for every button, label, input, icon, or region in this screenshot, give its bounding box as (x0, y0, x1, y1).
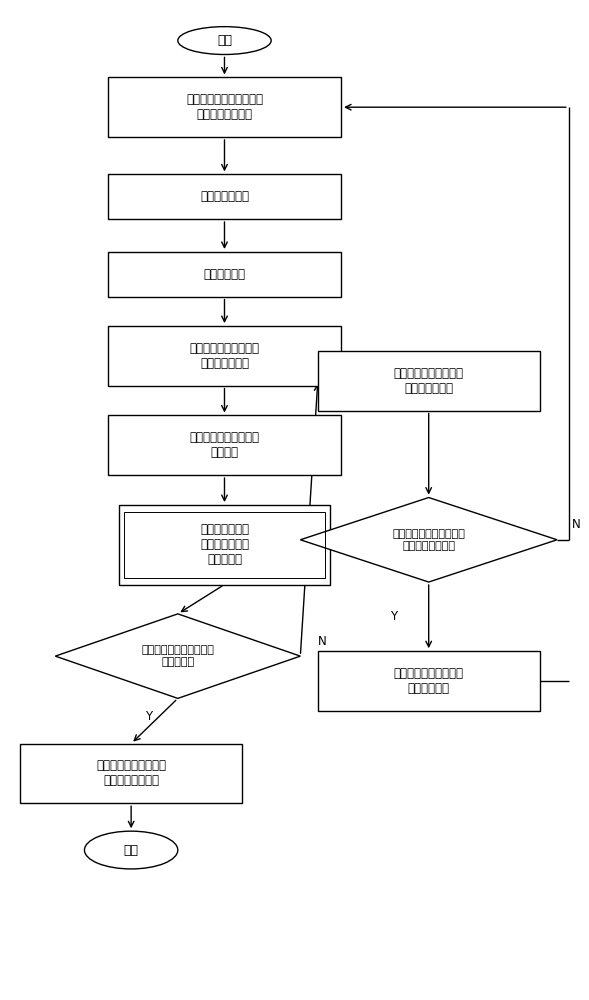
Bar (108, 174, 341, 219)
Bar (20, 744, 242, 803)
Text: Y: Y (145, 710, 152, 723)
Text: 人脸模板是否已移动到红
外热像图的边界？: 人脸模板是否已移动到红 外热像图的边界？ (392, 529, 465, 551)
Ellipse shape (178, 27, 271, 54)
Text: 可见光人脸检测: 可见光人脸检测 (200, 190, 249, 203)
Bar (318, 651, 540, 711)
Polygon shape (55, 614, 300, 698)
Text: Y: Y (390, 610, 397, 623)
Text: 开始: 开始 (217, 34, 232, 47)
Text: 融合显示人脸的红外热
图像和可见光图像: 融合显示人脸的红外热 图像和可见光图像 (96, 759, 166, 787)
Text: 人脸模板提取: 人脸模板提取 (203, 268, 246, 281)
Bar (108, 326, 341, 386)
Text: 读取同一视场下的可见光
图像和红外热图像: 读取同一视场下的可见光 图像和红外热图像 (186, 93, 263, 121)
Text: 人脸模板在红外热图像
中的位置初始化: 人脸模板在红外热图像 中的位置初始化 (190, 342, 260, 370)
Text: 读取下一帧可见光图像
和红外热像图: 读取下一帧可见光图像 和红外热像图 (393, 667, 464, 695)
Ellipse shape (84, 831, 178, 869)
Text: N: N (572, 518, 580, 531)
Text: N: N (318, 635, 326, 648)
Bar (108, 415, 341, 475)
Text: 判断人脸模板所
在红外区域是否
为人脸区域: 判断人脸模板所 在红外区域是否 为人脸区域 (200, 523, 249, 566)
Text: 结束: 结束 (124, 844, 138, 857)
Bar (120, 505, 329, 585)
Polygon shape (300, 498, 557, 582)
Bar (108, 252, 341, 297)
Text: 确定人脸模板移动的步
长和规则: 确定人脸模板移动的步 长和规则 (190, 431, 260, 459)
Bar (318, 351, 540, 410)
Text: 人脸模板所在红外区域是
人脸区域？: 人脸模板所在红外区域是 人脸区域？ (141, 645, 214, 667)
Text: 移动人脸模板至红外热
像图的下一位置: 移动人脸模板至红外热 像图的下一位置 (393, 367, 464, 395)
Bar (124, 512, 326, 578)
Bar (108, 77, 341, 137)
